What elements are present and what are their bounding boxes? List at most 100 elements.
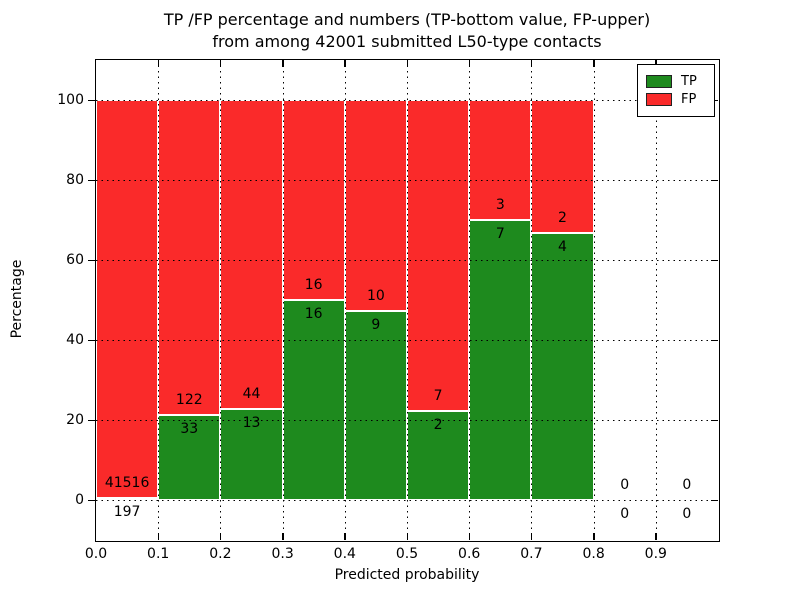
bar-segment-fp <box>158 100 221 415</box>
gridline-x <box>593 60 595 540</box>
y-tick-mark-left <box>88 179 95 181</box>
legend-items: TP FP <box>646 74 706 107</box>
x-tick-mark-bottom <box>530 533 533 540</box>
tp-count-label: 9 <box>371 316 381 333</box>
x-axis-label: Predicted probability <box>334 567 480 583</box>
x-tick-mark-top <box>344 60 346 67</box>
x-tick-label: 0.7 <box>520 546 543 562</box>
fp-legend-swatch <box>646 93 672 106</box>
fp-count-label: 0 <box>620 477 630 493</box>
bar-segment-fp <box>220 100 283 409</box>
x-tick-mark-top <box>530 60 533 67</box>
y-tick-mark-right <box>711 419 718 421</box>
tp-count-label: 16 <box>304 306 323 322</box>
tp-count-label: 13 <box>242 414 261 431</box>
gridline-x <box>407 60 408 540</box>
gridline-x <box>531 60 533 540</box>
y-tick-mark-right <box>711 339 718 341</box>
bar-segment-tp <box>531 233 594 500</box>
x-tick-mark-top <box>282 60 284 67</box>
bar-segment-tp <box>469 220 532 500</box>
legend: TP FP <box>637 64 715 117</box>
legend-label: TP <box>681 74 697 89</box>
gridline-x <box>158 60 160 540</box>
bar-segment-fp <box>469 100 532 220</box>
x-tick-mark-bottom <box>593 533 595 540</box>
fp-count-label: 0 <box>682 477 692 493</box>
y-tick-label: 20 <box>66 412 84 428</box>
x-tick-mark-bottom <box>157 533 160 540</box>
fp-count-label: 2 <box>558 210 567 227</box>
x-tick-label: 0.9 <box>644 546 667 562</box>
y-tick-labels: 0 20 40 60 80 100 <box>0 60 90 540</box>
y-tick-label: 80 <box>66 172 84 188</box>
x-tick-mark-top <box>406 60 408 67</box>
x-tick-label: 0.8 <box>582 546 605 562</box>
x-tick-mark-top <box>157 60 160 67</box>
bar-segment-fp <box>96 100 159 499</box>
plot-area: 41516 197 122 33 44 13 16 16 10 9 7 2 3 7 2 4 0 0 0 0 TP FP <box>88 58 720 542</box>
chart-title: TP /FP percentage and numbers (TP-bottom… <box>96 9 718 53</box>
x-tick-mark-bottom <box>344 533 346 540</box>
tp-count-label: 0 <box>682 506 692 522</box>
x-tick-label: 0.1 <box>147 546 170 562</box>
x-tick-mark-bottom <box>282 533 284 540</box>
fp-count-label: 44 <box>242 385 261 402</box>
legend-item: TP <box>646 74 706 89</box>
x-tick-labels: 0.0 0.1 0.2 0.3 0.4 0.5 0.6 0.7 0.8 0.9 <box>85 545 718 563</box>
x-tick-mark-top <box>593 60 595 67</box>
fp-count-label: 41516 <box>104 475 150 492</box>
chart-title-line2: from among 42001 submitted L50-type cont… <box>212 32 602 51</box>
fp-count-label: 122 <box>175 391 203 408</box>
y-tick-mark-left <box>88 259 95 261</box>
bar-segment-fp <box>344 100 407 311</box>
tp-count-label: 7 <box>495 226 505 242</box>
y-tick-mark-right <box>711 499 718 501</box>
y-tick-mark-left <box>88 419 95 421</box>
gridline-x <box>655 60 657 540</box>
tp-count-label: 33 <box>180 420 199 437</box>
gridline-x <box>220 60 222 540</box>
bar-segment-fp <box>531 100 594 234</box>
x-tick-label: 0.3 <box>271 546 294 562</box>
tp-count-label: 0 <box>620 506 630 522</box>
y-tick-mark-right <box>711 179 718 181</box>
tp-legend-swatch <box>646 75 672 88</box>
fp-count-label: 16 <box>304 277 323 293</box>
tp-count-label: 197 <box>113 504 141 521</box>
bar-segment-tp <box>344 310 407 500</box>
x-tick-label: 0.2 <box>209 546 232 562</box>
legend-label: FP <box>681 92 697 107</box>
x-tick-mark-bottom <box>219 533 222 540</box>
y-tick-label: 0 <box>75 492 84 508</box>
tp-count-label: 4 <box>558 239 567 256</box>
y-tick-label: 60 <box>66 252 84 268</box>
gridline-x <box>469 60 471 540</box>
x-tick-mark-top <box>219 60 222 67</box>
chart-title-line1: TP /FP percentage and numbers (TP-bottom… <box>163 10 651 29</box>
y-tick-mark-left <box>88 99 95 101</box>
fp-count-label: 3 <box>495 197 505 213</box>
x-tick-label: 0.0 <box>84 546 108 562</box>
x-tick-label: 0.5 <box>395 546 419 562</box>
y-tick-mark-left <box>88 339 95 341</box>
fp-count-label: 10 <box>366 287 385 304</box>
x-tick-mark-top <box>468 60 471 67</box>
gridline-x <box>282 60 284 540</box>
bar-segment-tp <box>220 408 283 500</box>
tp-count-label: 2 <box>433 417 443 434</box>
legend-item: FP <box>646 92 706 107</box>
y-tick-mark-right <box>711 259 718 261</box>
gridline-x <box>344 60 346 540</box>
bar-segment-tp <box>282 300 345 500</box>
fp-count-label: 7 <box>433 388 443 405</box>
x-tick-mark-bottom <box>468 533 471 540</box>
y-tick-mark-left <box>88 499 95 501</box>
bar-segment-fp <box>407 100 470 412</box>
y-tick-label: 40 <box>66 332 84 348</box>
x-tick-mark-bottom <box>406 533 408 540</box>
bar-segment-tp <box>96 498 159 501</box>
bar-segment-fp <box>282 100 345 300</box>
x-tick-mark-top <box>655 60 657 67</box>
